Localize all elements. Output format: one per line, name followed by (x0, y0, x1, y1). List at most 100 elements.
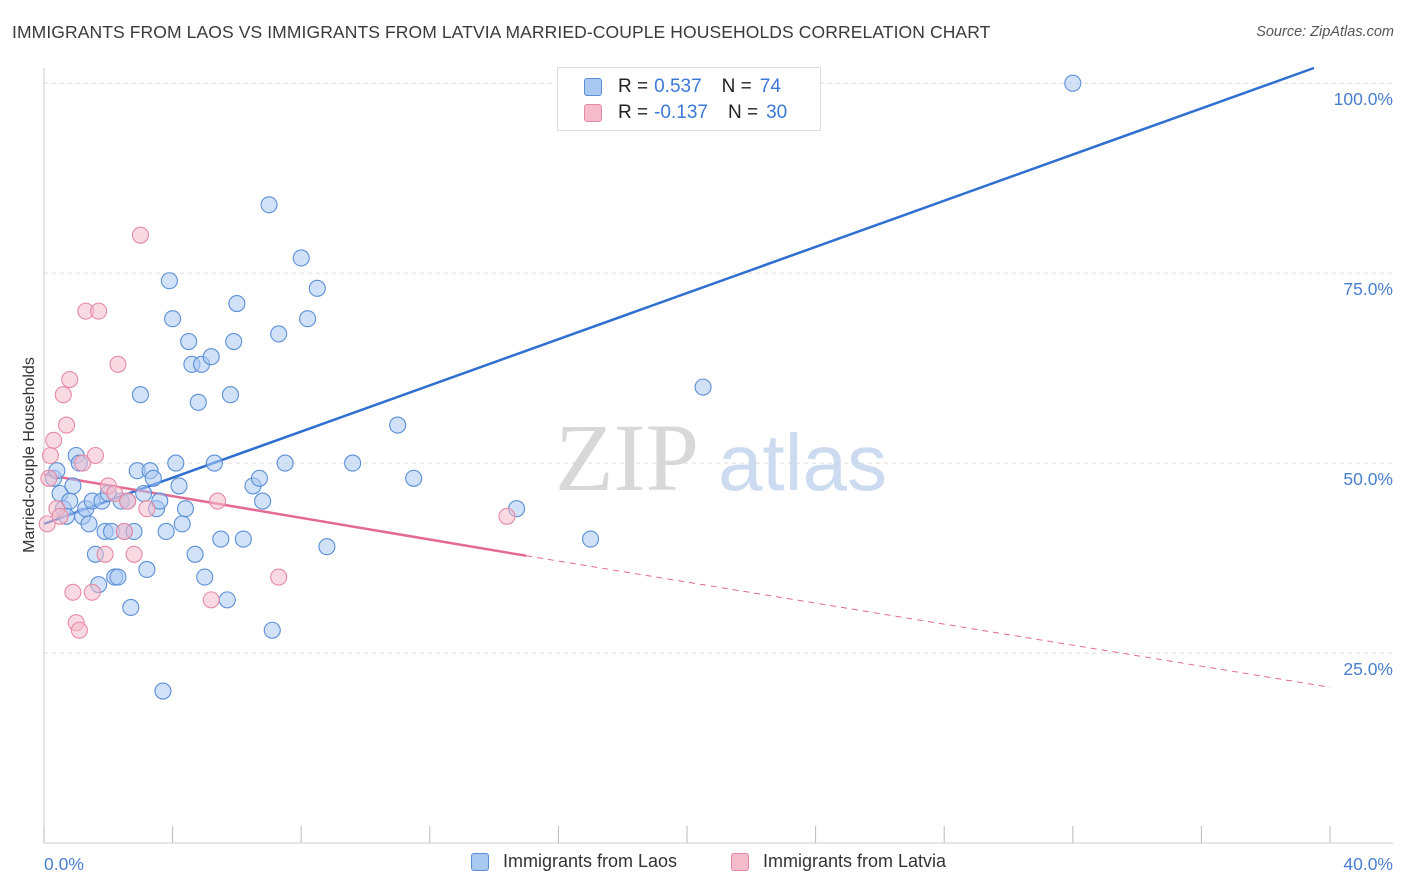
data-point-latvia (202, 591, 220, 609)
data-point-latvia (138, 500, 156, 518)
data-point-laos (254, 492, 272, 510)
data-point-laos (308, 279, 326, 297)
data-point-laos (186, 545, 204, 563)
data-point-latvia (61, 370, 79, 389)
data-point-laos (167, 454, 185, 472)
bottom-legend-label-laos: Immigrants from Laos (503, 851, 678, 871)
data-point-laos (135, 484, 153, 503)
data-point-latvia (54, 386, 72, 404)
data-point-latvia (96, 545, 114, 563)
data-point-laos (225, 332, 243, 351)
legend-swatch-latvia (584, 104, 602, 122)
data-point-latvia (109, 355, 127, 373)
data-point-laos (122, 598, 140, 617)
watermark-atlas: atlas (718, 418, 887, 507)
y-tick-label: 25.0% (1343, 659, 1393, 679)
data-point-latvia (498, 507, 516, 525)
data-point-laos (202, 348, 220, 366)
data-point-laos (276, 454, 294, 472)
data-point-laos (1064, 74, 1082, 92)
bottom-legend-label-latvia: Immigrants from Latvia (763, 851, 947, 871)
bottom-legend-swatch-latvia (731, 852, 749, 871)
y-tick-label: 75.0% (1343, 279, 1393, 299)
data-point-laos (196, 568, 214, 586)
data-point-latvia (86, 446, 104, 465)
data-point-laos (228, 294, 246, 313)
data-point-latvia (90, 302, 108, 320)
data-point-laos (234, 530, 252, 548)
data-point-laos (64, 477, 82, 495)
chart-title: IMMIGRANTS FROM LAOS VS IMMIGRANTS FROM … (12, 22, 991, 42)
data-point-laos (109, 568, 127, 586)
data-point-laos (138, 560, 156, 579)
legend-n-label: N = (727, 102, 759, 123)
data-point-laos (581, 530, 600, 548)
data-point-laos (160, 272, 178, 290)
data-point-laos (263, 621, 281, 639)
legend: R = 0.537 N = 74 R = -0.137 N = 30 (557, 67, 821, 131)
legend-n-value: 30 (766, 102, 788, 123)
data-point-latvia (119, 492, 137, 510)
watermark: ZIP atlas (555, 404, 887, 511)
legend-row-laos: R = 0.537 N = 74 (584, 75, 801, 99)
data-point-laos (694, 378, 712, 396)
data-point-laos (292, 249, 310, 267)
bottom-legend: Immigrants from Laos Immigrants from Lat… (0, 851, 1406, 877)
trendline-latvia (43, 473, 527, 558)
data-points (38, 74, 1082, 700)
legend-r-label: R = (618, 76, 649, 97)
legend-swatch-laos (584, 78, 602, 96)
bottom-legend-swatch-laos (471, 852, 489, 871)
data-point-laos (260, 196, 278, 214)
data-point-laos (221, 386, 240, 404)
data-point-latvia (106, 484, 124, 503)
data-point-laos (180, 332, 198, 351)
y-tick-labels: 25.0% 50.0% 75.0% 100.0% (1334, 89, 1393, 679)
data-point-laos (189, 393, 207, 411)
legend-r-value: -0.137 (654, 102, 708, 123)
data-point-laos (270, 325, 288, 343)
legend-n-value: 74 (759, 76, 781, 97)
data-point-laos (154, 682, 172, 700)
trendlines (43, 66, 1331, 688)
data-point-latvia (51, 507, 69, 525)
data-point-laos (405, 469, 423, 487)
data-point-laos (151, 492, 169, 510)
data-point-laos (212, 530, 230, 548)
watermark-zip: ZIP (555, 404, 699, 511)
data-point-laos (205, 454, 223, 472)
legend-row-latvia: R = -0.137 N = 30 (584, 101, 807, 125)
data-point-latvia (45, 431, 63, 449)
bottom-legend-laos: Immigrants from Laos (471, 851, 677, 872)
data-point-laos (250, 469, 268, 487)
gridlines (44, 82, 1393, 654)
data-point-latvia (40, 469, 58, 487)
data-point-latvia (125, 545, 143, 563)
legend-n-label: N = (721, 76, 752, 97)
data-point-laos (389, 416, 407, 434)
trendline-latvia (526, 555, 1331, 688)
y-tick-label: 50.0% (1343, 469, 1393, 489)
data-point-laos (164, 310, 182, 328)
data-point-laos (344, 454, 362, 472)
data-point-laos (170, 477, 188, 495)
x-tick-labels: 0.0% 40.0% (44, 854, 1393, 874)
x-tick-label: 0.0% (44, 854, 84, 874)
data-point-latvia (57, 416, 76, 434)
y-tick-label: 100.0% (1334, 89, 1393, 109)
data-point-latvia (38, 515, 56, 533)
data-point-laos (173, 515, 191, 533)
data-point-laos (176, 500, 195, 518)
chart-source: Source: ZipAtlas.com (1256, 24, 1394, 40)
data-point-laos (131, 386, 149, 404)
y-axis-label: Married-couple Households (21, 357, 38, 553)
data-point-latvia (270, 568, 288, 586)
legend-r-value: 0.537 (654, 76, 702, 97)
data-point-laos (80, 515, 98, 533)
data-point-latvia (83, 583, 101, 601)
data-point-latvia (131, 226, 149, 244)
bottom-legend-latvia: Immigrants from Latvia (731, 851, 946, 872)
data-point-laos (144, 469, 162, 487)
data-point-laos (157, 522, 175, 541)
data-point-latvia (41, 446, 59, 465)
